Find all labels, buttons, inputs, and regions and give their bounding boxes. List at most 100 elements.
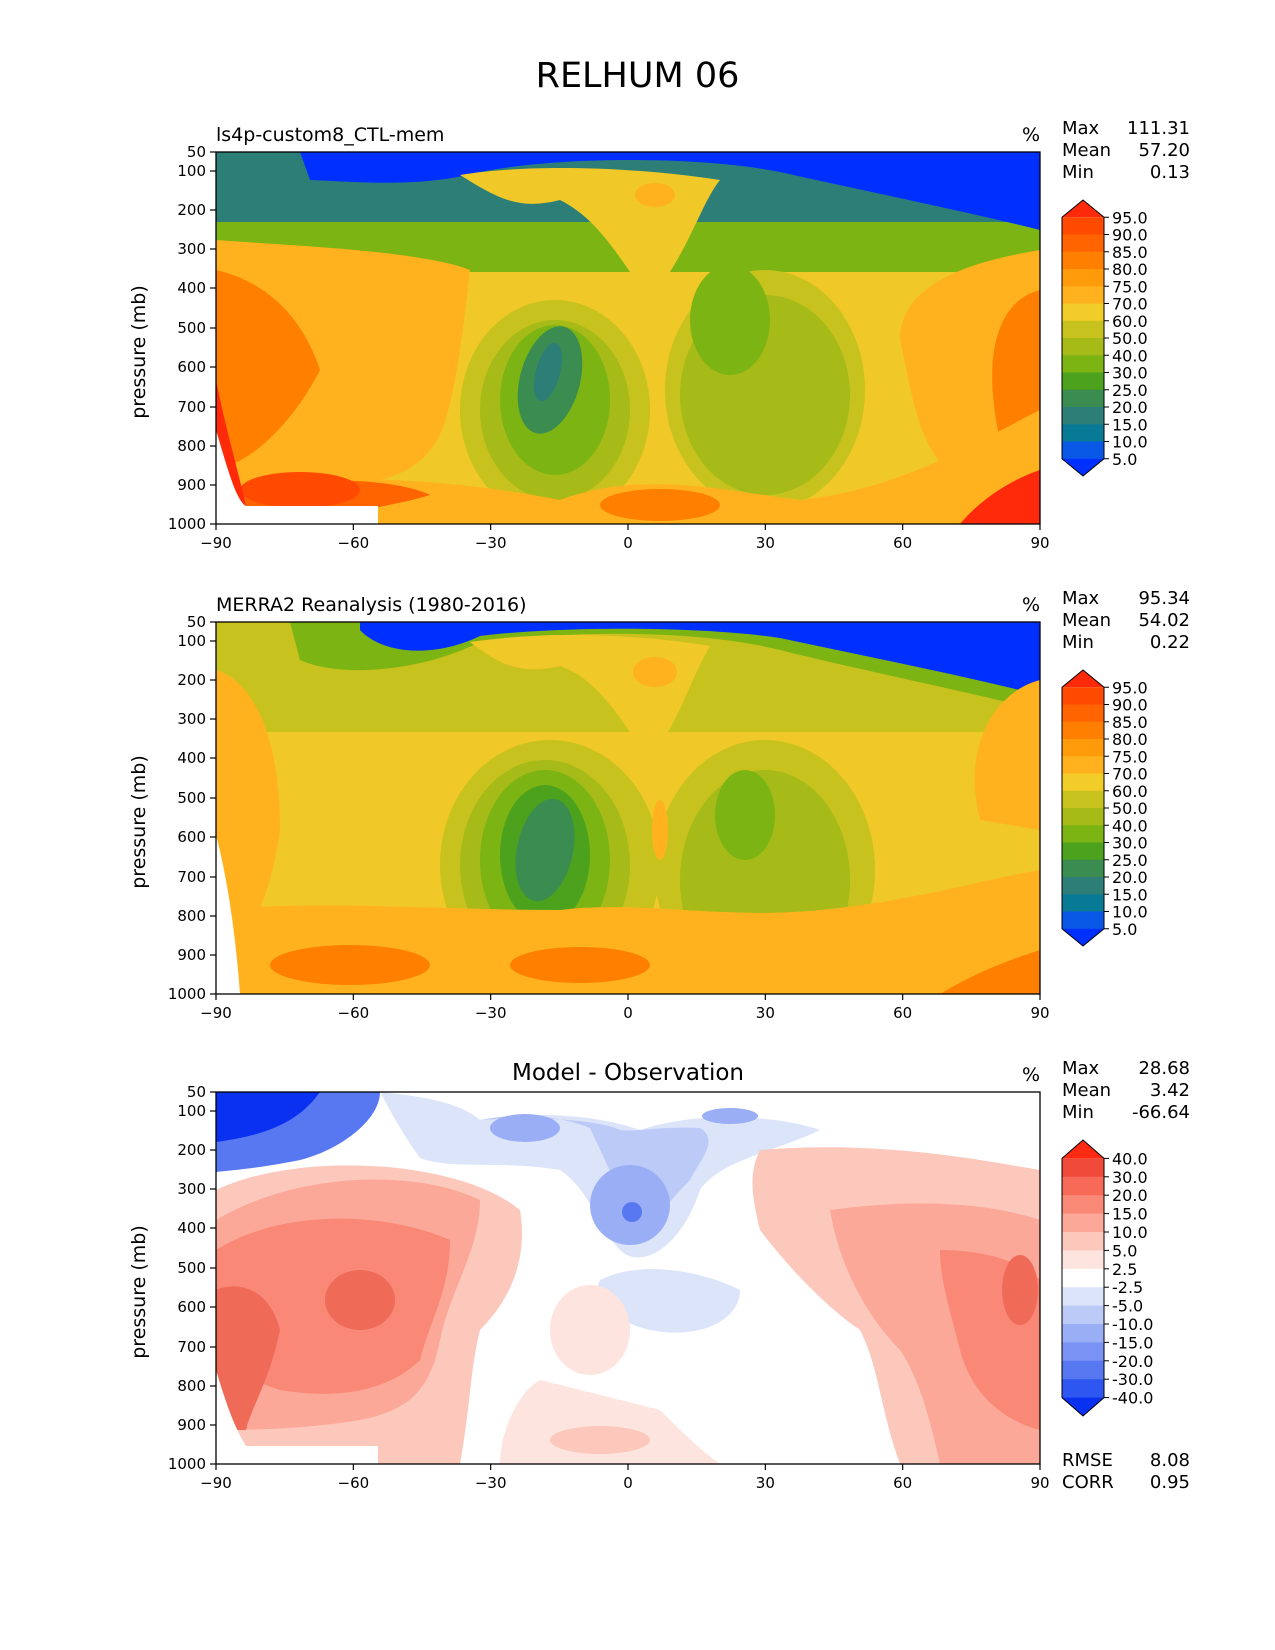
y-tick-label: 700: [177, 1338, 206, 1356]
colorbar-swatch: [1062, 1195, 1104, 1215]
colorbar-swatch: [1062, 1140, 1104, 1159]
y-tick-label: 500: [177, 1259, 206, 1277]
stat-label: Mean: [1062, 610, 1112, 631]
y-tick-label: 400: [177, 1219, 206, 1237]
y-tick-label: 1000: [168, 1455, 206, 1473]
error-stats-box: RMSE 8.08 CORR 0.95: [1062, 1450, 1190, 1494]
contour-fill: [216, 1286, 280, 1430]
colorbar-label: 60.0: [1112, 782, 1148, 801]
x-tick-label: −60: [338, 1004, 370, 1022]
colorbar-label: 5.0: [1112, 920, 1137, 939]
y-tick-label: 400: [177, 749, 206, 767]
colorbar-swatch: [1062, 1176, 1104, 1196]
contour-fill: [380, 1092, 820, 1258]
y-tick-label: 900: [177, 946, 206, 964]
units-label: %: [1022, 124, 1041, 146]
colorbar-label: 15.0: [1112, 415, 1148, 434]
x-tick-label: 60: [893, 534, 912, 552]
stat-value: 0.13: [1149, 162, 1190, 183]
contour-fill: [216, 1092, 320, 1142]
y-tick-label: 500: [177, 319, 206, 337]
x-tick-label: −30: [475, 534, 507, 552]
contour-fill: [702, 1108, 758, 1124]
colorbar-swatch: [1062, 1360, 1104, 1380]
contour-fill: [652, 800, 668, 860]
colorbar-label: 80.0: [1112, 730, 1148, 749]
y-tick-label: 900: [177, 476, 206, 494]
colorbar-label: 15.0: [1112, 885, 1148, 904]
colorbar-swatch: [1062, 1158, 1104, 1178]
colorbar-swatch: [1062, 704, 1104, 723]
contour-fill: [270, 945, 430, 985]
colorbar-swatch: [1062, 320, 1104, 339]
x-tick-label: 0: [623, 1474, 633, 1492]
panel-difference: Model - Observation % Max 28.68 Mean 3.42 …: [0, 1050, 1275, 1520]
contour-fill: [490, 1114, 560, 1142]
stat-label: Min: [1062, 1102, 1094, 1123]
colorbar: 40.030.020.015.010.05.02.5-2.5-5.0-10.0-…: [1061, 1139, 1153, 1417]
colorbar-label: -10.0: [1112, 1315, 1153, 1334]
colorbar-swatch: [1062, 338, 1104, 356]
colorbar-swatch: [1062, 721, 1104, 740]
y-tick-label: 300: [177, 1180, 206, 1198]
colorbar-label: 5.0: [1112, 1241, 1137, 1260]
colorbar-label: 85.0: [1112, 243, 1148, 262]
colorbar-label: 40.0: [1112, 346, 1148, 365]
panel-title: MERRA2 Reanalysis (1980-2016): [216, 594, 527, 616]
no-data-region: [216, 1370, 378, 1464]
stat-label: Max: [1062, 1058, 1100, 1079]
panel-title: ls4p-custom8_CTL-mem: [216, 124, 445, 146]
contour-fill: [515, 798, 575, 902]
x-tick-label: 90: [1030, 1004, 1049, 1022]
colorbar-swatch: [1062, 269, 1104, 287]
y-tick-label: 100: [177, 1102, 206, 1120]
stat-label: RMSE: [1062, 1450, 1113, 1471]
colorbar-swatch: [1062, 217, 1104, 235]
colorbar-label: -30.0: [1112, 1370, 1153, 1389]
contour-fill: [550, 1285, 630, 1375]
contour-fill: [216, 670, 280, 960]
y-tick-label: 50: [187, 613, 206, 631]
x-tick-label: −60: [338, 534, 370, 552]
contour-fill: [1002, 1255, 1038, 1325]
x-tick-label: 90: [1030, 534, 1049, 552]
contour-fill: [360, 622, 1040, 695]
stats-box: Max 28.68 Mean 3.42 Min -66.64: [1062, 1058, 1190, 1124]
y-tick-label: 200: [177, 1141, 206, 1159]
colorbar-label: -40.0: [1112, 1389, 1153, 1408]
x-axis: −90 −60 −30 0 30 60 90: [200, 994, 1050, 1022]
x-tick-label: −30: [475, 1474, 507, 1492]
colorbar-swatch: [1062, 1250, 1104, 1270]
y-tick-label: 700: [177, 398, 206, 416]
colorbar-label: 30.0: [1112, 1168, 1148, 1187]
colorbar-label: 50.0: [1112, 329, 1148, 348]
x-tick-label: 60: [893, 1004, 912, 1022]
colorbar-label: 95.0: [1112, 678, 1148, 697]
colorbar-label: 20.0: [1112, 868, 1148, 887]
contour-fill: [633, 657, 677, 687]
stat-label: CORR: [1062, 1472, 1114, 1493]
contour-fill: [534, 342, 562, 402]
stats-box: Max 95.34 Mean 54.02 Min 0.22: [1062, 588, 1190, 654]
stat-value: 111.31: [1127, 118, 1190, 139]
colorbar-label: 90.0: [1112, 226, 1148, 245]
y-tick-label: 300: [177, 710, 206, 728]
contour-fill: [510, 947, 650, 983]
colorbar-swatch: [1062, 687, 1104, 705]
colorbar-swatch: [1062, 200, 1104, 218]
colorbar-label: 90.0: [1112, 696, 1148, 715]
colorbar-label: -5.0: [1112, 1297, 1143, 1316]
colorbar-label: 2.5: [1112, 1260, 1137, 1279]
y-tick-label: 200: [177, 671, 206, 689]
stat-value: 8.08: [1149, 1450, 1190, 1471]
colorbar-label: 20.0: [1112, 1186, 1148, 1205]
contour-fill: [216, 270, 320, 470]
y-tick-label: 500: [177, 789, 206, 807]
colorbar-label: 30.0: [1112, 364, 1148, 383]
x-tick-label: 60: [893, 1474, 912, 1492]
colorbar-swatch: [1062, 756, 1104, 774]
colorbar-swatch: [1062, 372, 1104, 391]
contour-fill: [550, 1426, 650, 1454]
